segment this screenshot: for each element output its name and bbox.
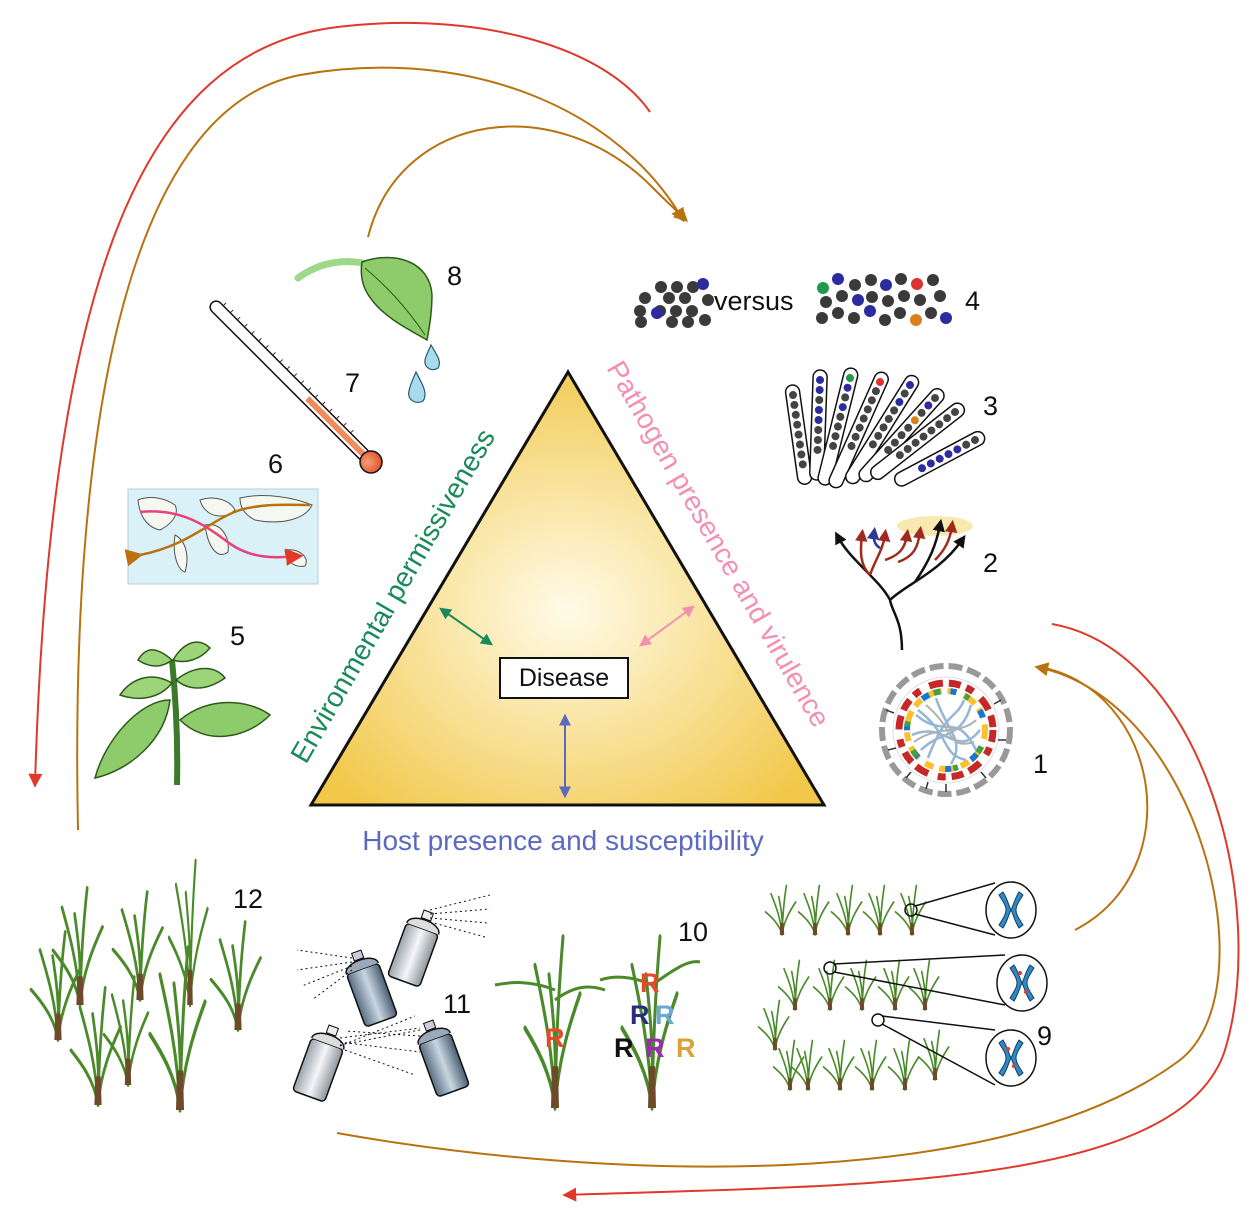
panel-number-7: 7 [345, 368, 360, 398]
brown-cycle-arrow-right [336, 662, 1221, 1168]
r-gene-stack-5: R [645, 1033, 665, 1063]
single-r-gene: R [545, 1023, 565, 1053]
r-gene-stack-4: R [614, 1033, 634, 1063]
stacked-resistance-plant [599, 937, 701, 1108]
phylogenetic-tree [835, 516, 973, 651]
brown-arrow-leaf-to-population [367, 125, 689, 238]
clonal-population-dots [634, 278, 714, 328]
r-gene-stack-2: R [630, 1000, 650, 1030]
panel-number-8: 8 [447, 261, 462, 291]
panel-number-6: 6 [268, 449, 283, 479]
pathogen-arrow [639, 605, 695, 647]
red-cycle-arrow-left [28, 21, 651, 788]
versus-label: versus [714, 286, 794, 316]
ascus-spore-dots [789, 374, 979, 473]
circos-genome-plot [879, 663, 1013, 797]
brown-cycle-arrow-left [76, 66, 685, 831]
disease-triangle [308, 369, 827, 807]
crop-field [757, 884, 950, 1091]
disease-label: Disease [499, 657, 629, 699]
crop-stand [29, 861, 263, 1110]
r-gene-stack-1: R [640, 968, 660, 998]
thermometer-icon [209, 300, 383, 474]
host-presence-label: Host presence and susceptibility [362, 825, 764, 856]
panel-number-10: 10 [678, 917, 708, 947]
panel-number-5: 5 [230, 621, 245, 651]
fungicide-spray-cans [292, 894, 491, 1102]
brown-arrow-field-to-genome [1039, 666, 1149, 931]
panel-number-11: 11 [443, 989, 471, 1019]
diverse-population-dots [816, 273, 952, 326]
chromosome-marker-dots [1006, 971, 1028, 1068]
plant-illustration [93, 641, 272, 786]
panel-number-9: 9 [1037, 1021, 1052, 1051]
single-resistance-plant [494, 937, 606, 1108]
world-map [124, 488, 319, 585]
r-gene-stack-3: R [655, 1000, 675, 1030]
panel-number-3: 3 [983, 391, 998, 421]
panel-number-4: 4 [965, 286, 980, 316]
r-gene-stack-6: R [676, 1033, 696, 1063]
panel-number-2: 2 [983, 548, 998, 578]
panel-number-12: 12 [233, 884, 263, 914]
environment-arrow [439, 607, 493, 646]
leaf-water-droplets [294, 256, 441, 403]
panel-number-1: 1 [1033, 749, 1048, 779]
red-cycle-arrow-right [562, 623, 1240, 1202]
